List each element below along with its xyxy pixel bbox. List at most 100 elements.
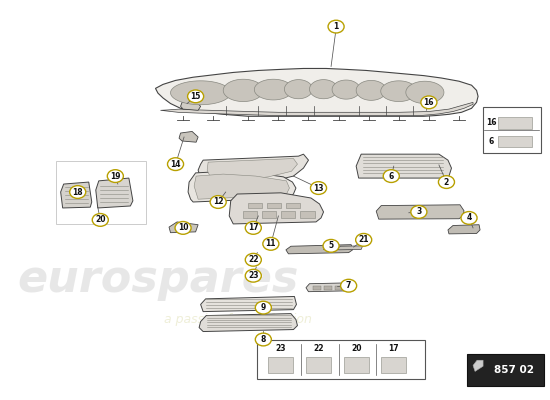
Bar	[287, 203, 300, 208]
Text: 17: 17	[248, 224, 258, 232]
Circle shape	[340, 279, 356, 292]
Polygon shape	[286, 245, 353, 254]
Bar	[498, 136, 532, 147]
Text: 11: 11	[266, 239, 276, 248]
Polygon shape	[310, 80, 338, 99]
Circle shape	[311, 182, 327, 194]
Text: 20: 20	[351, 344, 361, 353]
Circle shape	[255, 301, 271, 314]
Polygon shape	[356, 154, 452, 178]
Text: 5: 5	[328, 241, 334, 250]
Polygon shape	[284, 80, 312, 99]
Bar	[262, 211, 277, 218]
Circle shape	[245, 222, 261, 234]
Bar	[381, 358, 406, 372]
Text: eurospares: eurospares	[17, 258, 299, 301]
Bar	[344, 358, 368, 372]
Bar	[243, 211, 257, 218]
Text: 13: 13	[314, 184, 324, 192]
Text: 15: 15	[190, 92, 201, 101]
Circle shape	[461, 212, 477, 224]
FancyBboxPatch shape	[467, 354, 544, 386]
Text: 16: 16	[486, 118, 496, 127]
Polygon shape	[60, 182, 92, 208]
Circle shape	[411, 206, 427, 218]
Circle shape	[245, 269, 261, 282]
Text: 7: 7	[346, 281, 351, 290]
Polygon shape	[254, 79, 293, 100]
Polygon shape	[207, 158, 298, 180]
Text: 21: 21	[359, 235, 369, 244]
Bar	[267, 203, 282, 208]
Bar	[268, 358, 294, 372]
Circle shape	[210, 196, 226, 208]
Text: 22: 22	[248, 255, 258, 264]
Circle shape	[255, 333, 271, 346]
Text: 12: 12	[213, 198, 223, 206]
Polygon shape	[198, 154, 309, 186]
Bar	[282, 211, 295, 218]
Circle shape	[175, 222, 191, 234]
Polygon shape	[306, 283, 349, 292]
Text: 2: 2	[444, 178, 449, 186]
FancyBboxPatch shape	[482, 107, 541, 153]
Text: 6: 6	[389, 172, 394, 180]
Text: 10: 10	[178, 224, 188, 232]
Polygon shape	[169, 222, 198, 233]
Circle shape	[328, 20, 344, 33]
Polygon shape	[180, 101, 201, 110]
Bar	[323, 286, 332, 290]
Circle shape	[188, 90, 204, 103]
Text: 19: 19	[110, 172, 120, 180]
Bar	[334, 286, 343, 290]
Circle shape	[168, 158, 184, 170]
Text: 17: 17	[388, 344, 399, 353]
Circle shape	[421, 96, 437, 109]
Text: 8: 8	[261, 335, 266, 344]
Polygon shape	[356, 80, 386, 100]
Polygon shape	[338, 246, 362, 250]
Polygon shape	[96, 178, 133, 208]
Text: 9: 9	[261, 303, 266, 312]
Bar	[306, 358, 331, 372]
Bar	[248, 203, 262, 208]
Text: a passion for perfection: a passion for perfection	[164, 313, 312, 326]
Polygon shape	[161, 102, 473, 116]
Text: 857 02: 857 02	[494, 365, 534, 375]
Bar	[312, 286, 321, 290]
Text: 1: 1	[333, 22, 339, 31]
Circle shape	[383, 170, 399, 182]
Text: 20: 20	[95, 216, 106, 224]
Polygon shape	[223, 79, 263, 102]
Bar	[498, 118, 532, 129]
Text: 22: 22	[314, 344, 324, 353]
Polygon shape	[194, 174, 289, 199]
Polygon shape	[448, 225, 480, 234]
Text: 16: 16	[424, 98, 434, 107]
Polygon shape	[473, 360, 483, 372]
Circle shape	[438, 176, 454, 188]
Polygon shape	[201, 296, 296, 312]
Text: 23: 23	[248, 271, 258, 280]
Circle shape	[263, 238, 279, 250]
Text: 18: 18	[73, 188, 83, 196]
FancyBboxPatch shape	[257, 340, 425, 378]
Circle shape	[356, 234, 372, 246]
Circle shape	[92, 214, 108, 226]
Polygon shape	[199, 314, 298, 332]
Polygon shape	[179, 132, 198, 142]
Polygon shape	[332, 80, 360, 99]
Polygon shape	[381, 81, 417, 102]
Circle shape	[323, 240, 339, 252]
Polygon shape	[376, 205, 464, 219]
Text: 14: 14	[170, 160, 181, 169]
Text: 23: 23	[276, 344, 286, 353]
Polygon shape	[406, 81, 444, 104]
Bar	[300, 211, 315, 218]
Polygon shape	[188, 171, 296, 202]
Polygon shape	[229, 193, 323, 224]
Text: 3: 3	[416, 208, 421, 216]
Circle shape	[107, 170, 123, 182]
Polygon shape	[170, 81, 231, 105]
Circle shape	[245, 254, 261, 266]
